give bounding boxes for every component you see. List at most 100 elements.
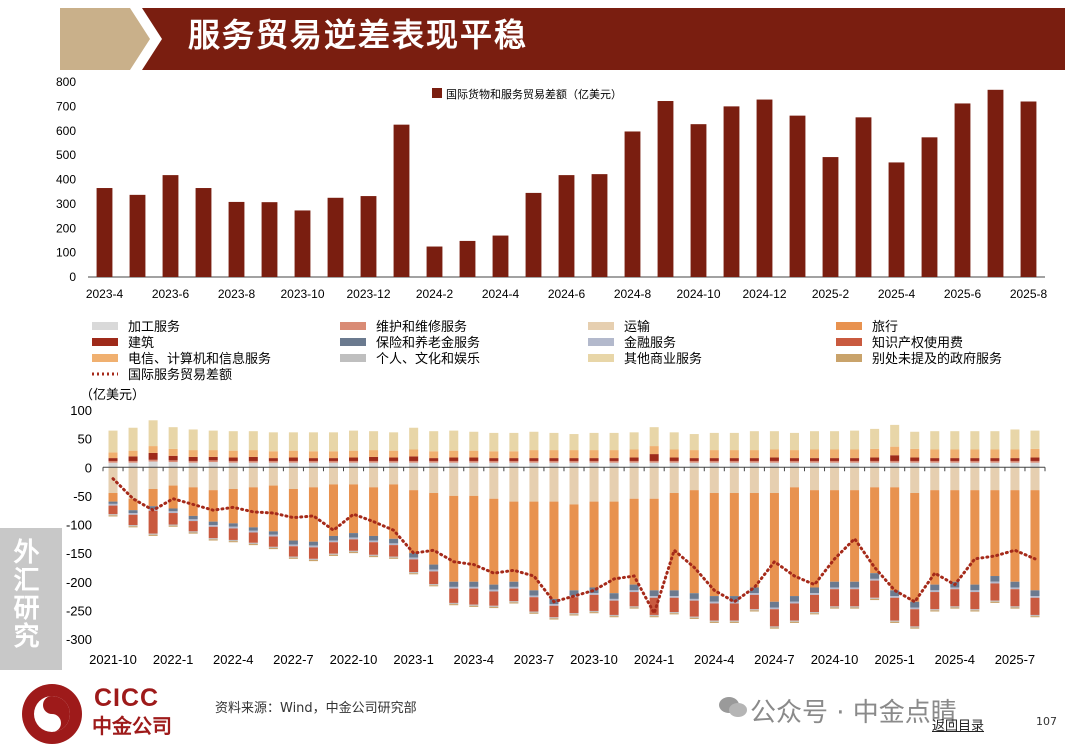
bar-segment	[128, 510, 138, 514]
bar-segment	[228, 457, 238, 461]
x-tick-label: 2023-7	[514, 652, 554, 667]
bar-segment	[148, 420, 158, 447]
bar-segment	[669, 493, 679, 591]
legend-label: 旅行	[872, 319, 898, 334]
bar-segment	[769, 626, 779, 628]
bar-segment	[970, 609, 980, 611]
bar-segment	[228, 539, 238, 542]
bar-segment	[509, 586, 519, 589]
back-to-contents-link[interactable]: 返回目录	[932, 719, 985, 734]
bar-segment	[529, 611, 539, 613]
bar	[624, 131, 641, 277]
y-tick-label: 0	[85, 460, 92, 475]
x-tick-label: 2024-10	[811, 652, 859, 667]
bar-segment	[629, 467, 639, 499]
bar-segment	[729, 601, 739, 604]
bar-segment	[990, 600, 1000, 602]
bar	[921, 137, 938, 277]
bar-segment	[349, 484, 359, 534]
bar-segment	[268, 462, 278, 468]
bar-segment	[769, 601, 779, 608]
bar-segment	[148, 506, 158, 510]
bar-segment	[990, 576, 1000, 582]
bar-segment	[369, 450, 379, 457]
bar-segment	[689, 490, 699, 594]
bar-segment	[128, 498, 138, 511]
bar-segment	[128, 427, 138, 451]
bar-segment	[729, 621, 739, 623]
bar-segment	[850, 607, 860, 609]
bar-segment	[248, 460, 258, 463]
bar-segment	[148, 533, 158, 535]
legend-label: 加工服务	[128, 319, 180, 334]
bar-segment	[569, 458, 579, 461]
legend-swatch	[588, 322, 614, 330]
bar-segment	[1030, 590, 1040, 597]
bar-segment	[589, 432, 599, 451]
goods-services-balance-chart: 0 100 200 300 400 500 600 700 800 2023-4 2023-6 202…	[56, 75, 1048, 301]
bar-segment	[970, 460, 980, 463]
bar-segment	[288, 450, 298, 458]
bar-segment	[308, 460, 318, 463]
bar-segment	[248, 431, 258, 451]
bar-segment	[349, 550, 359, 552]
bar-segment	[749, 587, 759, 594]
bar-segment	[228, 528, 238, 540]
bar-segment	[208, 539, 218, 541]
bar-segment	[288, 457, 298, 461]
bar-segment	[970, 590, 980, 593]
bar	[558, 175, 575, 277]
bar-segment	[870, 460, 880, 463]
bar-segment	[509, 458, 519, 461]
bar-segment	[870, 573, 880, 579]
bar-segment	[930, 462, 940, 468]
bar-segment	[369, 487, 379, 536]
x-tick-label: 2022-1	[153, 652, 193, 667]
bar-segment	[709, 450, 719, 459]
bar-segment	[649, 614, 659, 617]
bar-segment	[288, 489, 298, 541]
bar-segment	[1010, 460, 1020, 463]
bar-segment	[850, 581, 860, 588]
bar-segment	[830, 587, 840, 590]
bar-segment	[369, 555, 379, 558]
y-tick-label: 400	[56, 173, 76, 187]
y-tick-label: 200	[56, 221, 76, 235]
bar-segment	[689, 450, 699, 459]
bar-segment	[870, 457, 880, 461]
bar-segment	[749, 594, 759, 610]
x-tick-label: 2025-7	[995, 652, 1035, 667]
bar-segment	[1010, 589, 1020, 607]
bar-segment	[910, 448, 920, 458]
bar-segment	[970, 458, 980, 461]
bar-segment	[830, 467, 840, 491]
bar-segment	[168, 525, 178, 527]
bar-segment	[729, 620, 739, 622]
bar-segment	[609, 460, 619, 463]
bar-segment	[830, 458, 840, 461]
bar	[426, 246, 443, 277]
bar-segment	[509, 462, 519, 468]
bar-segment	[469, 457, 479, 461]
x-tick-label: 2022-10	[330, 652, 378, 667]
bar-segment	[649, 498, 659, 591]
bar-segment	[890, 487, 900, 591]
bar-segment	[609, 467, 619, 502]
bar-segment	[1010, 581, 1020, 588]
bar-segment	[409, 557, 419, 560]
bar-segment	[288, 544, 298, 547]
x-tick-label: 2025-1	[874, 652, 914, 667]
bar	[525, 192, 542, 277]
bar-segment	[769, 460, 779, 463]
y-tick-label: 500	[56, 148, 76, 162]
bar-segment	[308, 462, 318, 468]
bar-segment	[549, 450, 559, 459]
bar-segment	[389, 557, 399, 559]
bar-segment	[308, 559, 318, 562]
bar-segment	[749, 467, 759, 494]
bar-segment	[1010, 587, 1020, 590]
x-tick-label: 2021-10	[89, 652, 137, 667]
bar-segment	[268, 458, 278, 461]
bar-segment	[509, 451, 519, 459]
